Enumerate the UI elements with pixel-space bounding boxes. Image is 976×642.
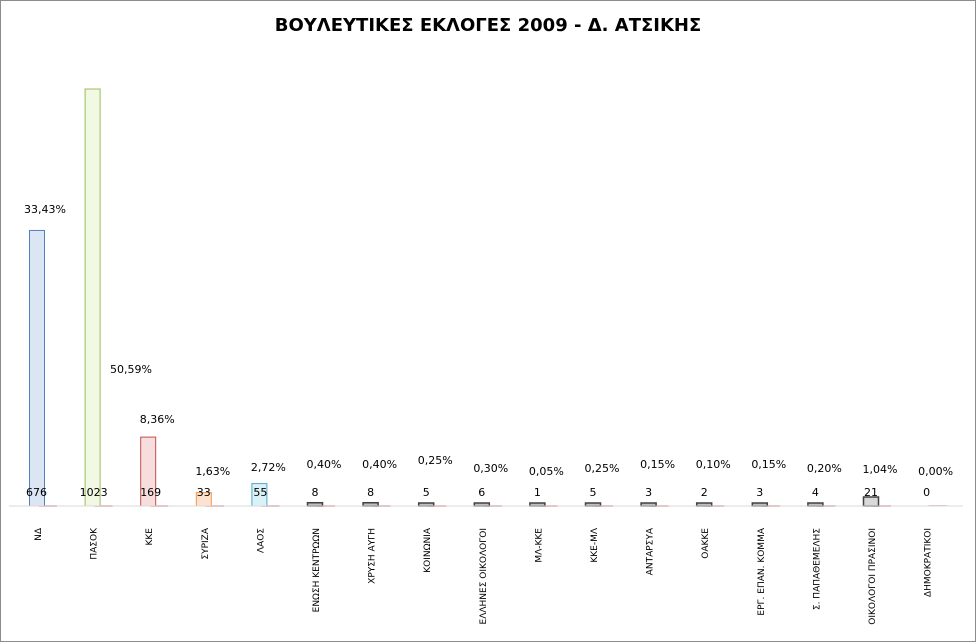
bars	[29, 88, 880, 507]
count-label: 169	[140, 486, 161, 499]
bar-1	[29, 229, 45, 507]
percentage-label: 0,00%	[918, 465, 953, 478]
category-label: ΠΑΣΟΚ	[90, 527, 100, 560]
count-label: 5	[423, 486, 430, 499]
category-label: ΕΛΛΗΝΕΣ ΟΙΚΟΛΟΓΟΙ	[479, 528, 489, 624]
count-label: 1023	[80, 486, 108, 499]
percentage-label: 8,36%	[140, 413, 175, 426]
percentage-label: 33,43%	[24, 203, 66, 216]
percentage-label: 0,25%	[418, 454, 453, 467]
category-label: Σ. ΠΑΠΑΘΕΜΕΛΗΣ	[812, 528, 822, 610]
category-label: ΚΚΕ-ΜΛ	[590, 527, 600, 563]
category-label: ΔΗΜΟΚΡΑΤΙΚΟΙ	[924, 528, 934, 597]
count-label: 4	[812, 486, 819, 499]
percentage-label: 0,10%	[696, 458, 731, 471]
percentage-label: 2,72%	[251, 461, 286, 474]
chart-title: ΒΟΥΛΕΥΤΙΚΕΣ ΕΚΛΟΓΕΣ 2009 - Δ. ΑΤΣΙΚΗΣ	[274, 15, 702, 36]
percentage-label: 0,25%	[585, 462, 620, 475]
count-label: 8	[367, 486, 374, 499]
category-label: ΑΝΤΑΡΣΥΑ	[646, 527, 656, 575]
count-label: 55	[253, 486, 267, 499]
count-label: 2	[701, 486, 708, 499]
category-label: ΟΑΚΚΕ	[701, 528, 711, 559]
category-label: ΧΡΥΣΗ ΑΥΓΗ	[368, 528, 378, 584]
count-label: 676	[26, 486, 47, 499]
count-label: 0	[923, 486, 930, 499]
count-label: 1	[534, 486, 541, 499]
percentage-label: 0,40%	[307, 458, 342, 471]
category-label: ΛΑΟΣ	[256, 528, 266, 553]
category-label: ΟΙΚΟΛΟΓΟΙ ΠΡΑΣΙΝΟΙ	[868, 528, 878, 625]
count-label: 21	[864, 486, 878, 499]
count-label: 6	[478, 486, 485, 499]
category-label: ΝΔ	[34, 527, 44, 541]
percentage-label: 1,63%	[195, 465, 230, 478]
count-label: 5	[590, 486, 597, 499]
percentage-label: 1,04%	[863, 463, 898, 476]
category-label: ΚΚΕ	[145, 528, 155, 546]
count-label: 8	[312, 486, 319, 499]
percentage-label: 0,15%	[640, 458, 675, 471]
percentage-label: 0,15%	[751, 458, 786, 471]
category-labels: ΝΔ ΠΑΣΟΚ ΚΚΕ ΣΥΡΙΖΑ ΛΑΟΣ ΕΝΩΣΗ ΚΕΝΤΡΩΩΝ ΧΡΥΣΗ …	[34, 527, 934, 625]
bar-2	[84, 88, 101, 507]
percentage-label: 0,30%	[473, 462, 508, 475]
percentage-label: 0,20%	[807, 462, 842, 475]
count-labels: 676 1023 169 33 55 8 8 5 6 1 5 3 2 3 4 21 0	[26, 486, 930, 499]
count-label: 33	[197, 486, 211, 499]
category-label: ΚΟΙΝΩΝΙΑ	[423, 527, 433, 573]
category-label: ΣΥΡΙΖΑ	[201, 527, 211, 559]
category-label: ΕΝΩΣΗ ΚΕΝΤΡΩΩΝ	[312, 528, 322, 612]
category-label: ΜΛ-ΚΚΕ	[534, 528, 544, 563]
percentage-label: 0,40%	[362, 458, 397, 471]
count-label: 3	[645, 486, 652, 499]
percentage-labels: 33,43% 50,59% 8,36% 1,63% 2,72% 0,40% 0,40% 0,2…	[24, 203, 953, 478]
category-label: ΕΡΓ. ΕΠΑΝ. ΚΟΜΜΑ	[757, 527, 767, 615]
percentage-label: 0,05%	[529, 465, 564, 478]
count-label: 3	[756, 486, 763, 499]
percentage-label: 50,59%	[110, 363, 152, 376]
